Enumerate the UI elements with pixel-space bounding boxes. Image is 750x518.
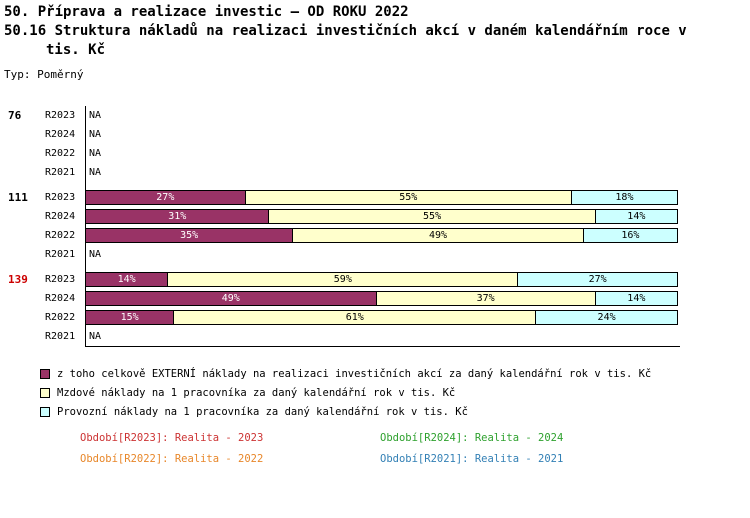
na-value-label: NA <box>89 249 102 260</box>
bar-segment-wage-costs: 55% <box>244 190 572 205</box>
na-value-label: NA <box>89 331 102 342</box>
chart-row: R2021 NA <box>8 327 698 346</box>
bar-track: 49% 37% 14% <box>85 289 680 308</box>
bar-track: NA <box>85 327 680 346</box>
group-label: 111 <box>8 191 28 204</box>
bar-segment-external-costs: 31% <box>85 209 270 224</box>
stacked-bar: 49% 37% 14% <box>85 291 680 306</box>
bar-segment-external-costs: 35% <box>85 228 294 243</box>
na-value-label: NA <box>89 110 102 121</box>
stacked-bar: 15% 61% 24% <box>85 310 680 325</box>
bar-track: NA <box>85 125 680 144</box>
row-period-label: R2024 <box>45 211 76 222</box>
group-label: 139 <box>8 273 28 286</box>
bar-segment-external-costs: 27% <box>85 190 246 205</box>
plot-rows: 76 R2023 NA R2024 NA R2022 NA R2021 NA 111 R2023 27… <box>8 106 698 346</box>
chart-row: R2024 NA <box>8 125 698 144</box>
chart-row: 139 R2023 14% 59% 27% <box>8 270 698 289</box>
legend-swatch-external-costs <box>40 368 50 379</box>
stacked-bar-chart: 76 R2023 NA R2024 NA R2022 NA R2021 NA 111 R2023 27… <box>8 106 698 347</box>
legend-label: z toho celkově EXTERNÍ náklady na realiz… <box>57 367 652 380</box>
row-period-label: R2024 <box>45 293 76 304</box>
bar-track: 15% 61% 24% <box>85 308 680 327</box>
chart-row: R2022 NA <box>8 144 698 163</box>
bar-track: 31% 55% 14% <box>85 207 680 226</box>
bar-segment-operating-costs: 18% <box>570 190 678 205</box>
legend-item-wage-costs: Mzdové náklady na 1 pracovníka za daný k… <box>40 383 651 402</box>
legend-swatch-operating-costs <box>40 406 50 417</box>
y-axis-line <box>85 106 86 346</box>
row-period-label: R2022 <box>45 230 76 241</box>
bar-track: 27% 55% 18% <box>85 188 680 207</box>
bar-segment-operating-costs: 14% <box>594 209 678 224</box>
stacked-bar: 14% 59% 27% <box>85 272 680 287</box>
bar-segment-external-costs: 49% <box>85 291 377 306</box>
na-value-label: NA <box>89 148 102 159</box>
bar-segment-operating-costs: 14% <box>594 291 678 306</box>
chart-type-label: Typ: Poměrný <box>4 68 84 81</box>
legend-label: Provozní náklady na 1 pracovníka za daný… <box>57 405 468 418</box>
row-period-label: R2022 <box>45 312 76 323</box>
bar-segment-wage-costs: 55% <box>268 209 596 224</box>
stacked-bar: 35% 49% 16% <box>85 228 680 243</box>
chart-row: 76 R2023 NA <box>8 106 698 125</box>
row-period-label: R2023 <box>45 192 76 203</box>
bar-track: 35% 49% 16% <box>85 226 680 245</box>
bar-segment-wage-costs: 59% <box>167 272 519 287</box>
bar-segment-external-costs: 15% <box>85 310 175 325</box>
report-title-line1: 50. Příprava a realizace investic – OD R… <box>4 4 409 20</box>
na-value-label: NA <box>89 167 102 178</box>
stacked-bar: 31% 55% 14% <box>85 209 680 224</box>
row-period-label: R2023 <box>45 110 76 121</box>
row-period-label: R2022 <box>45 148 76 159</box>
chart-row: R2022 15% 61% 24% <box>8 308 698 327</box>
legend-swatch-wage-costs <box>40 387 50 398</box>
x-axis-line <box>85 346 680 347</box>
na-value-label: NA <box>89 129 102 140</box>
bar-track: NA <box>85 163 680 182</box>
period-label-r2021: Období[R2021]: Realita - 2021 <box>380 453 564 465</box>
period-definitions: Období[R2023]: Realita - 2023 Období[R20… <box>80 432 563 465</box>
bar-track: NA <box>85 106 680 125</box>
period-label-r2022: Období[R2022]: Realita - 2022 <box>80 453 264 465</box>
report-title-line3: tis. Kč <box>46 42 106 58</box>
chart-row: R2021 NA <box>8 245 698 264</box>
report-title-line2: 50.16 Struktura nákladů na realizaci inv… <box>4 23 687 39</box>
period-label-r2023: Období[R2023]: Realita - 2023 <box>80 432 264 444</box>
row-period-label: R2023 <box>45 274 76 285</box>
legend-item-external-costs: z toho celkově EXTERNÍ náklady na realiz… <box>40 364 651 383</box>
group-label: 76 <box>8 109 22 122</box>
bar-segment-operating-costs: 16% <box>582 228 678 243</box>
legend: z toho celkově EXTERNÍ náklady na realiz… <box>40 364 651 421</box>
row-period-label: R2021 <box>45 331 76 342</box>
legend-label: Mzdové náklady na 1 pracovníka za daný k… <box>57 386 456 399</box>
stacked-bar: 27% 55% 18% <box>85 190 680 205</box>
bar-track: NA <box>85 245 680 264</box>
row-period-label: R2021 <box>45 249 76 260</box>
bar-segment-wage-costs: 49% <box>292 228 584 243</box>
chart-row: R2024 31% 55% 14% <box>8 207 698 226</box>
bar-segment-external-costs: 14% <box>85 272 169 287</box>
bar-segment-operating-costs: 24% <box>535 310 678 325</box>
row-period-label: R2024 <box>45 129 76 140</box>
legend-item-operating-costs: Provozní náklady na 1 pracovníka za daný… <box>40 402 651 421</box>
bar-segment-wage-costs: 61% <box>173 310 537 325</box>
period-label-r2024: Období[R2024]: Realita - 2024 <box>380 432 564 444</box>
row-period-label: R2021 <box>45 167 76 178</box>
chart-row: 111 R2023 27% 55% 18% <box>8 188 698 207</box>
chart-row: R2021 NA <box>8 163 698 182</box>
chart-row: R2024 49% 37% 14% <box>8 289 698 308</box>
chart-row: R2022 35% 49% 16% <box>8 226 698 245</box>
bar-segment-wage-costs: 37% <box>375 291 596 306</box>
bar-track: NA <box>85 144 680 163</box>
bar-segment-operating-costs: 27% <box>517 272 678 287</box>
bar-track: 14% 59% 27% <box>85 270 680 289</box>
